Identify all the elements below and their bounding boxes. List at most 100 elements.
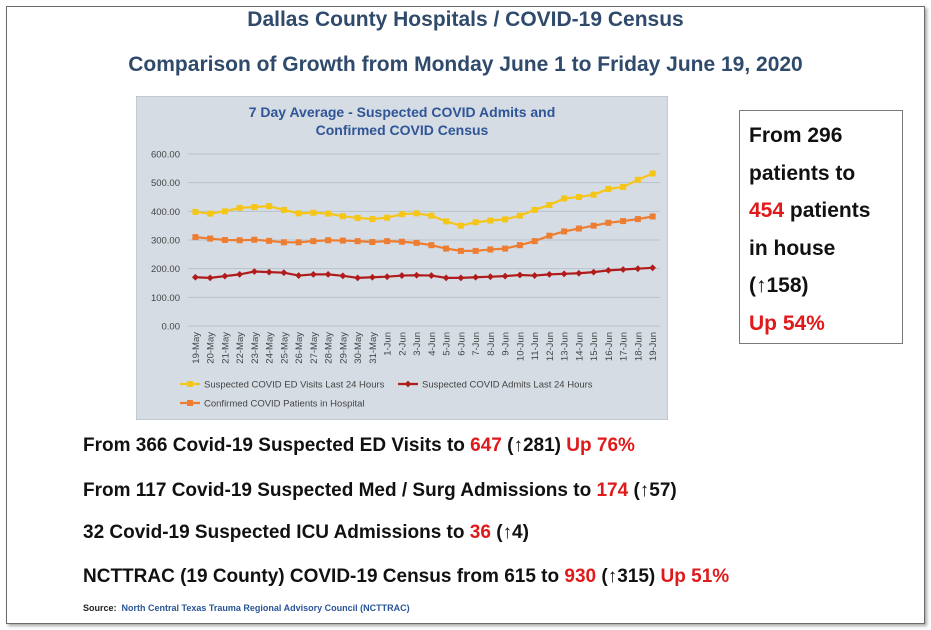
stat-delta: (↑315) xyxy=(596,566,661,587)
data-point xyxy=(649,264,657,272)
data-point xyxy=(413,271,421,279)
x-tick-label: 14-Jun xyxy=(574,332,585,361)
data-point xyxy=(236,271,244,278)
data-point xyxy=(325,210,332,217)
callout-line-1: From 296 xyxy=(749,124,843,147)
x-tick-label: 24-May xyxy=(265,332,276,364)
data-point xyxy=(398,238,405,245)
data-point xyxy=(398,272,406,279)
data-point xyxy=(339,237,346,244)
x-tick-label: 22-May xyxy=(235,332,246,364)
stat-delta: (↑4) xyxy=(490,522,529,543)
data-point xyxy=(369,216,376,223)
y-tick-label: 200.00 xyxy=(151,264,180,275)
data-point xyxy=(457,247,464,254)
data-point xyxy=(619,266,627,273)
data-point xyxy=(531,272,539,279)
data-point xyxy=(251,204,258,211)
x-tick-label: 21-May xyxy=(220,332,231,364)
x-tick-label: 5-Jun xyxy=(442,332,453,356)
data-point xyxy=(605,219,612,226)
data-point xyxy=(236,204,243,211)
data-point xyxy=(309,271,317,278)
series-3 xyxy=(192,213,656,254)
x-tick-label: 18-Jun xyxy=(633,332,644,361)
data-point xyxy=(265,268,273,276)
stat-med-surg: From 117 Covid-19 Suspected Med / Surg A… xyxy=(83,480,677,502)
source-note: Source: North Central Texas Trauma Regio… xyxy=(83,603,410,613)
data-point xyxy=(295,210,302,217)
data-point xyxy=(266,237,273,244)
callout-line-3-text: patients xyxy=(784,199,871,222)
data-point xyxy=(634,265,642,273)
x-tick-label: 25-May xyxy=(279,332,290,364)
line-chart: 7 Day Average - Suspected COVID Admits a… xyxy=(136,96,668,420)
x-tick-label: 17-Jun xyxy=(619,332,630,361)
stat-value: 647 xyxy=(470,435,502,456)
data-point xyxy=(649,170,656,177)
data-point xyxy=(649,213,656,220)
series-1 xyxy=(192,170,656,229)
callout-line-4: in house xyxy=(749,236,836,260)
callout-line-5: (↑158) xyxy=(749,274,809,297)
data-point xyxy=(531,206,538,213)
y-tick-label: 500.00 xyxy=(151,178,180,189)
data-point xyxy=(310,209,317,216)
data-point xyxy=(427,272,435,279)
stat-icu: 32 Covid-19 Suspected ICU Admissions to … xyxy=(83,522,529,544)
legend-item: Suspected COVID Admits Last 24 Hours xyxy=(398,380,593,391)
data-point xyxy=(295,272,303,279)
data-point xyxy=(590,191,597,198)
stat-ncttrac: NCTTRAC (19 County) COVID-19 Census from… xyxy=(83,566,729,588)
stat-text: NCTTRAC (19 County) COVID-19 Census from… xyxy=(83,566,565,587)
x-tick-label: 10-Jun xyxy=(515,332,526,361)
data-point xyxy=(295,239,302,246)
y-tick-label: 0.00 xyxy=(162,322,181,333)
x-tick-label: 19-May xyxy=(191,332,202,364)
data-point xyxy=(236,237,243,244)
data-point xyxy=(443,245,450,252)
data-point xyxy=(384,214,391,221)
x-tick-label: 28-May xyxy=(324,332,335,364)
data-point xyxy=(339,272,347,280)
data-point xyxy=(561,228,568,235)
data-point xyxy=(502,216,509,223)
y-tick-label: 600.00 xyxy=(151,150,180,161)
data-point xyxy=(590,268,598,276)
stat-value: 174 xyxy=(596,480,629,501)
data-point xyxy=(457,222,464,229)
data-point xyxy=(620,183,627,190)
stat-text: From 366 Covid-19 Suspected ED Visits to xyxy=(83,435,471,456)
data-point xyxy=(221,208,228,215)
chart-title-line-1: 7 Day Average - Suspected COVID Admits a… xyxy=(249,104,556,120)
data-point xyxy=(545,271,553,278)
stat-value: 36 xyxy=(469,522,491,543)
data-point xyxy=(487,246,494,253)
page-subtitle: Comparison of Growth from Monday June 1 … xyxy=(128,53,803,76)
data-point xyxy=(192,208,199,215)
data-point xyxy=(472,247,479,254)
data-point xyxy=(413,239,420,246)
data-point xyxy=(516,242,523,249)
data-point xyxy=(561,195,568,202)
legend-label: Suspected COVID ED Visits Last 24 Hours xyxy=(204,380,385,391)
data-point xyxy=(354,214,361,221)
chart-title-line-2: Confirmed COVID Census xyxy=(316,122,489,138)
data-point xyxy=(413,210,420,217)
stat-text: From 117 Covid-19 Suspected Med / Surg A… xyxy=(83,480,597,501)
data-point xyxy=(457,274,465,282)
stat-delta: (↑281) xyxy=(501,435,567,456)
data-point xyxy=(207,235,214,242)
legend-item: Confirmed COVID Patients in Hospital xyxy=(180,399,365,410)
data-point xyxy=(325,237,332,244)
data-point xyxy=(634,216,641,223)
x-tick-label: 20-May xyxy=(206,332,217,364)
stat-percent: Up 76% xyxy=(566,435,635,456)
data-point xyxy=(221,237,228,243)
data-point xyxy=(531,238,538,245)
x-tick-label: 12-Jun xyxy=(545,332,556,361)
data-point xyxy=(324,271,332,278)
x-tick-label: 19-Jun xyxy=(648,332,659,361)
y-tick-label: 400.00 xyxy=(151,207,180,218)
legend-marker xyxy=(187,400,193,406)
